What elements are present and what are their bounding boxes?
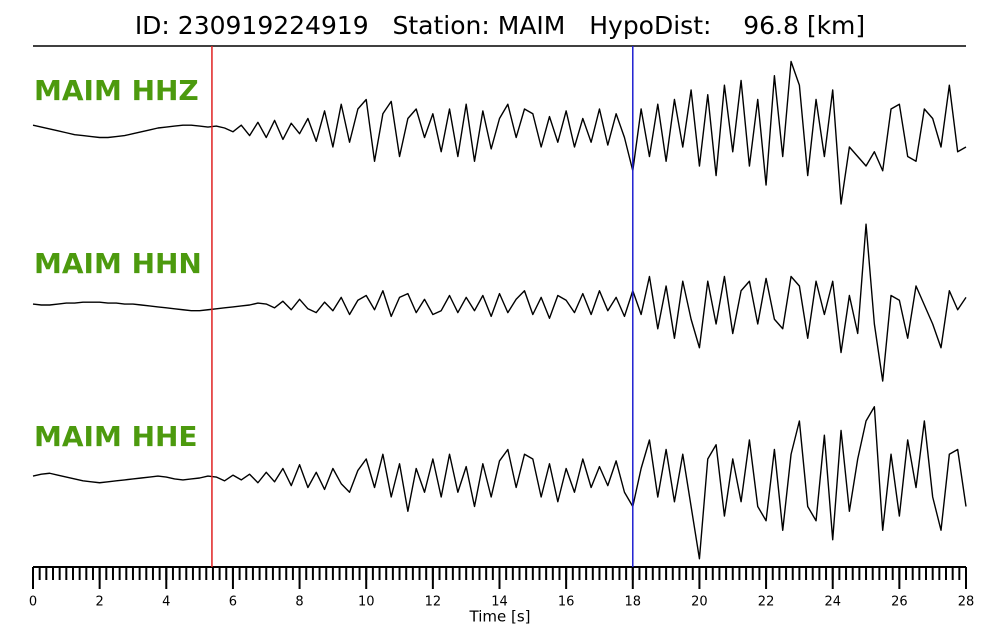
x-tick-label: 8 [295,595,303,610]
chart-title: ID: 230919224919 Station: MAIM HypoDist:… [135,11,865,40]
x-tick-label: 18 [625,595,642,610]
waveform [32,223,967,382]
x-tick-label: 4 [162,595,170,610]
x-tick-label: 28 [958,595,975,610]
x-tick-label: 10 [358,595,375,610]
channel-label: MAIM HHZ [34,74,199,107]
waveform [32,406,967,560]
x-tick-label: 26 [891,595,908,610]
x-tick-label: 2 [96,595,104,610]
x-tick-label: 0 [29,595,37,610]
x-tick-label: 6 [229,595,237,610]
x-tick-label: 20 [691,595,708,610]
x-tick-label: 24 [824,595,841,610]
x-axis-label: Time [s] [469,608,531,626]
x-tick-label: 14 [491,595,508,610]
x-tick-label: 12 [425,595,442,610]
channel-label: MAIM HHN [34,247,202,280]
x-tick-label: 22 [758,595,775,610]
channel-label: MAIM HHE [34,420,198,453]
x-tick-label: 16 [558,595,575,610]
waveform [32,60,967,205]
